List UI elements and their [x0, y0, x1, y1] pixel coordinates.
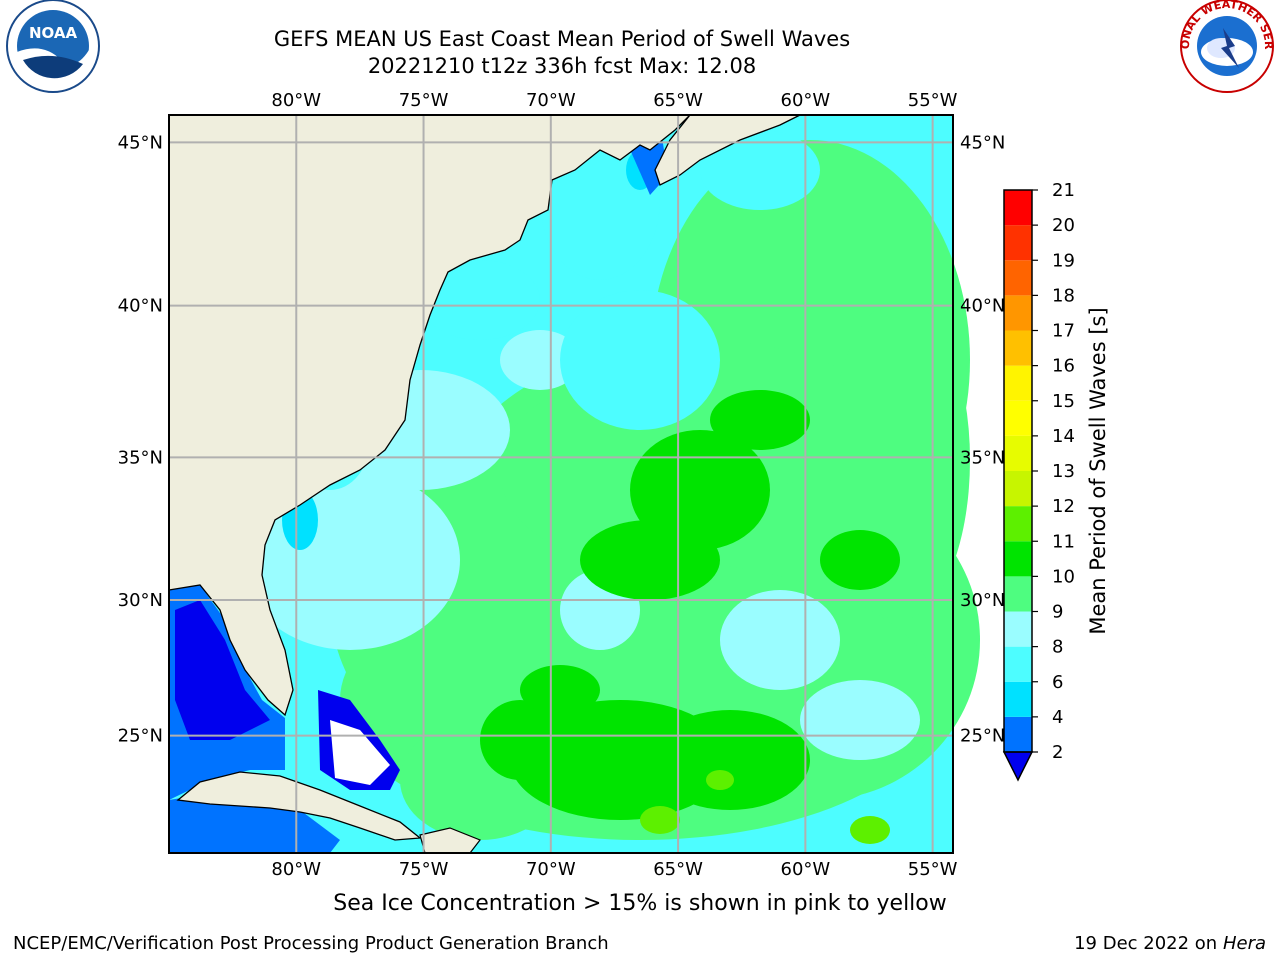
colorbar-segment	[1004, 506, 1032, 542]
swell-10-11-region	[520, 665, 600, 715]
colorbar-segment	[1004, 541, 1032, 577]
colorbar-tick-label: 17	[1052, 321, 1075, 342]
lat-tick-label-left: 40°N	[118, 296, 163, 317]
lon-tick-label-bottom: 75°W	[399, 859, 449, 880]
colorbar-segment	[1004, 400, 1032, 436]
colorbar-segment	[1004, 330, 1032, 366]
colorbar-tick-label: 12	[1052, 496, 1075, 517]
lon-tick-label-bottom: 80°W	[271, 859, 321, 880]
machine-name: Hera	[1222, 933, 1266, 954]
lon-tick-label-top: 80°W	[271, 90, 321, 111]
cuba-land	[176, 771, 422, 841]
lon-tick-label-top: 55°W	[908, 90, 958, 111]
lat-tick-label-left: 30°N	[118, 590, 163, 611]
swell-8-9-region	[720, 590, 840, 690]
colorbar-segment	[1004, 260, 1032, 296]
colorbar-tick-label: 8	[1052, 637, 1063, 658]
producer-credit: NCEP/EMC/Verification Post Processing Pr…	[13, 933, 609, 954]
swell-10-11-region	[650, 710, 810, 810]
swell-6-8-region	[700, 130, 820, 210]
colorbar-tick-label: 10	[1052, 566, 1075, 587]
colorbar-segment	[1004, 646, 1032, 682]
lat-tick-label-left: 25°N	[118, 726, 163, 747]
colorbar-segment	[1004, 190, 1032, 226]
noaa-logo: NOAA NOAA	[6, 0, 100, 93]
swell-11-12-region	[706, 770, 734, 790]
swell-6-8-region	[420, 260, 540, 340]
colorbar-tick-label: 18	[1052, 285, 1075, 306]
colorbar-tick-label: 14	[1052, 426, 1075, 447]
colorbar-tick-label: 21	[1052, 180, 1075, 201]
lon-tick-label-bottom: 70°W	[526, 859, 576, 880]
swell-10-11-region	[630, 430, 770, 550]
colorbar-tick-label: 4	[1052, 707, 1063, 728]
colorbar-tick-label: 9	[1052, 602, 1063, 623]
lon-tick-label-top: 70°W	[526, 90, 576, 111]
colorbar-segment	[1004, 576, 1032, 612]
colorbar-tick-label: 11	[1052, 531, 1075, 552]
colorbar-under-triangle	[1002, 751, 1034, 782]
lon-tick-label-top: 60°W	[781, 90, 831, 111]
lon-tick-label-bottom: 60°W	[781, 859, 831, 880]
swell-11-12-region	[640, 806, 680, 834]
north-america-land	[168, 114, 692, 717]
colorbar-segment	[1004, 225, 1032, 261]
swell-10-11-region	[580, 520, 720, 600]
swell-8-9-region	[800, 680, 920, 760]
swell-8-9-region	[500, 330, 580, 390]
lat-tick-label-left: 35°N	[118, 447, 163, 468]
lat-tick-label-right: 45°N	[960, 132, 1005, 153]
lon-tick-label-bottom: 55°W	[908, 859, 958, 880]
map-frame	[168, 114, 954, 854]
colorbar-segment	[1004, 681, 1032, 717]
colorbar-label: Mean Period of Swell Waves [s]	[1086, 307, 1110, 634]
lat-tick-label-right: 30°N	[960, 590, 1005, 611]
lat-tick-label-right: 40°N	[960, 296, 1005, 317]
colorbar-segment	[1004, 295, 1032, 331]
lat-tick-label-right: 35°N	[960, 447, 1005, 468]
swell-10-11-region	[820, 530, 900, 590]
nws-logo: NATIONAL WEATHER SERVICE	[1179, 0, 1275, 93]
colorbar-tick-label: 2	[1052, 742, 1063, 763]
sea-ice-note: Sea Ice Concentration > 15% is shown in …	[333, 891, 947, 916]
lat-tick-label-left: 45°N	[118, 132, 163, 153]
swell-6-8-region	[560, 290, 720, 430]
colorbar-segment	[1004, 716, 1032, 752]
generation-date-text: 19 Dec 2022 on	[1074, 933, 1218, 954]
colorbar-segment	[1004, 365, 1032, 401]
colorbar-tick-label: 20	[1052, 215, 1075, 236]
colorbar-tick-label: 13	[1052, 461, 1075, 482]
svg-text:NOAA: NOAA	[29, 24, 78, 42]
lon-tick-label-top: 65°W	[653, 90, 703, 111]
colorbar-segment	[1004, 471, 1032, 507]
gulf-under-range	[175, 600, 270, 740]
colorbar-tick-label: 6	[1052, 672, 1063, 693]
chart-subtitle: 20221210 t12z 336h fcst Max: 12.08	[367, 54, 757, 78]
swell-11-12-region	[850, 816, 890, 844]
colorbar-tick-label: 15	[1052, 391, 1075, 412]
colorbar-tick-label: 19	[1052, 250, 1075, 271]
lon-tick-label-top: 75°W	[399, 90, 449, 111]
swell-10-11-region	[710, 390, 810, 450]
swell-10-11-region	[480, 700, 560, 780]
lon-tick-label-bottom: 65°W	[653, 859, 703, 880]
lat-tick-label-right: 25°N	[960, 726, 1005, 747]
colorbar-segment	[1004, 611, 1032, 647]
generation-date: 19 Dec 2022 on Hera	[1074, 933, 1266, 954]
chart-title: GEFS MEAN US East Coast Mean Period of S…	[273, 27, 851, 51]
colorbar-segment	[1004, 435, 1032, 471]
colorbar-tick-label: 16	[1052, 356, 1075, 377]
nova-scotia-land	[654, 114, 801, 186]
